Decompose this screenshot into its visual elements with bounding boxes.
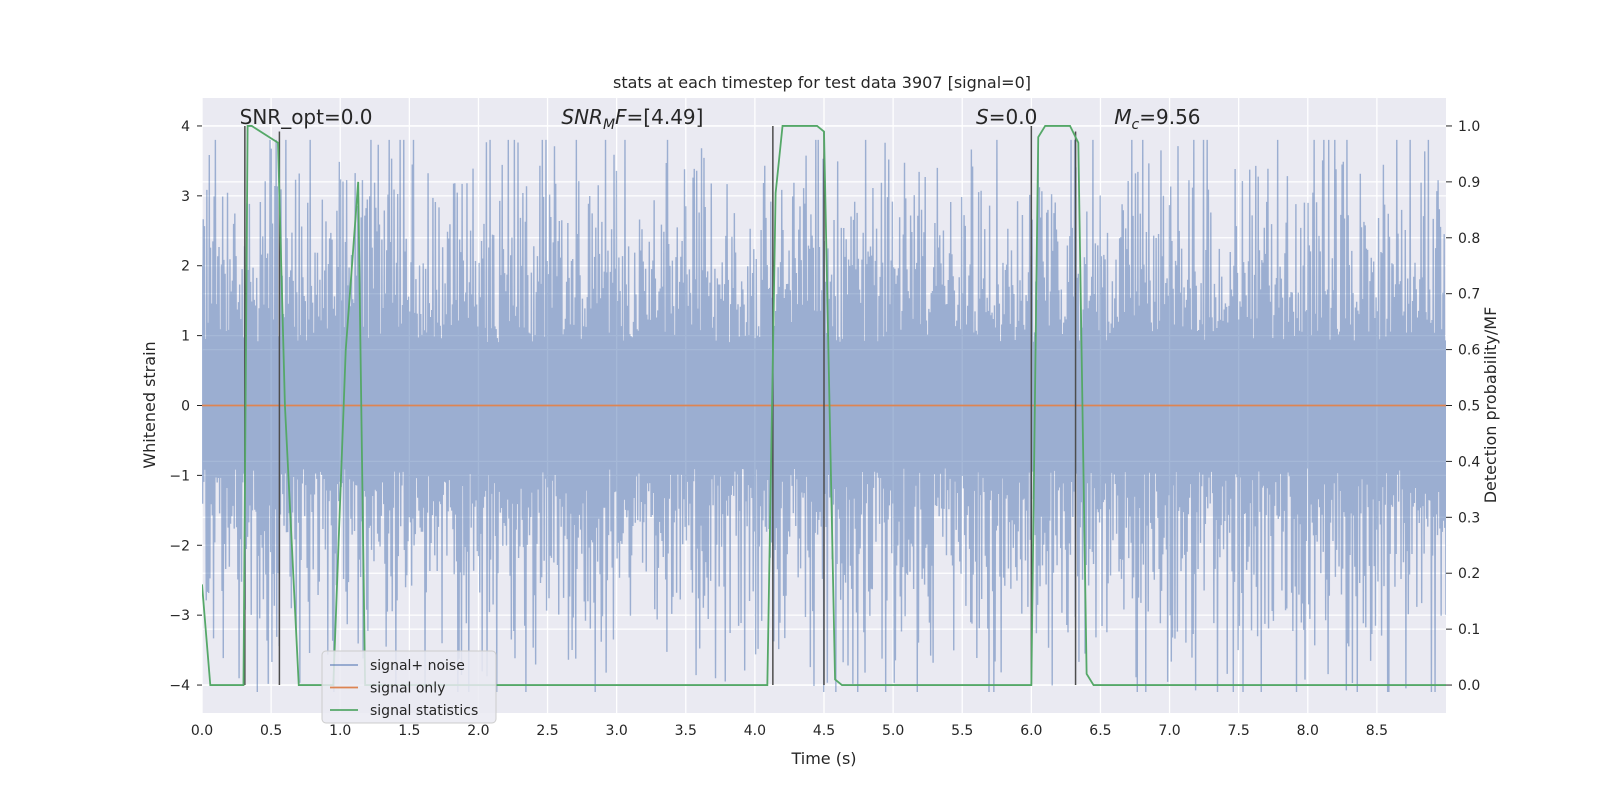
x-tick-label: 5.0: [882, 723, 904, 739]
x-tick-label: 8.5: [1366, 723, 1388, 739]
annotation-tail-italic: F: [615, 105, 627, 129]
y-axis-label: Whitened strain: [140, 341, 159, 468]
y-tick-label: −1: [169, 468, 190, 484]
y-right-tick-label: 0.4: [1458, 454, 1480, 470]
y-tick-label: 2: [181, 259, 190, 275]
annotation-tail: =9.56: [1139, 105, 1200, 129]
y-right-tick-label: 0.7: [1458, 287, 1480, 303]
y-right-tick-label: 1.0: [1458, 119, 1480, 135]
y-right-tick-label: 0.8: [1458, 231, 1480, 247]
x-tick-label: 3.0: [606, 723, 628, 739]
x-tick-label: 6.5: [1089, 723, 1111, 739]
x-tick-label: 2.5: [536, 723, 558, 739]
y-right-tick-label: 0.6: [1458, 343, 1480, 359]
annotation-subscript: c: [1132, 117, 1140, 133]
plot-series: [202, 125, 1446, 693]
x-tick-label: 8.0: [1297, 723, 1319, 739]
legend-label: signal+ noise: [370, 658, 465, 674]
y-tick-label: 1: [181, 329, 190, 345]
annotation-main: SNR: [561, 105, 603, 129]
x-tick-label: 1.0: [329, 723, 351, 739]
series-signal-statistics: [202, 125, 1446, 686]
x-tick-label: 2.0: [467, 723, 489, 739]
legend-label: signal only: [370, 681, 445, 697]
x-tick-label: 0.0: [191, 723, 213, 739]
annotation-tail-rest: =[4.49]: [627, 105, 704, 129]
x-tick-label: 6.0: [1020, 723, 1042, 739]
x-tick-label: 3.5: [675, 723, 697, 739]
x-tick-label: 0.5: [260, 723, 282, 739]
annotation-s-stat: S=0.0: [976, 105, 1037, 129]
y-tick-label: −4: [169, 678, 190, 694]
y-right-tick-label: 0.0: [1458, 678, 1480, 694]
annotation-main: S: [976, 105, 989, 129]
y-right-tick-label: 0.3: [1458, 510, 1480, 526]
x-tick-label: 1.5: [398, 723, 420, 739]
y-tick-label: 0: [181, 399, 190, 415]
annotation-main: SNR_opt=0.0: [240, 105, 373, 129]
y-right-tick-label: 0.5: [1458, 399, 1480, 415]
y-tick-label: 4: [181, 119, 190, 135]
annotation-snr-opt: SNR_opt=0.0: [240, 105, 373, 129]
annotation-subscript: M: [603, 117, 615, 133]
annotation-tail: F=[4.49]: [615, 105, 703, 129]
y-tick-label: −2: [169, 538, 190, 554]
y-right-tick-label: 0.2: [1458, 566, 1480, 582]
y-tick-label: 3: [181, 189, 190, 205]
annotation-mc: Mc=9.56: [1114, 105, 1200, 133]
x-axis-label: Time (s): [790, 749, 856, 768]
y-right-tick-label: 0.1: [1458, 622, 1480, 638]
annotation-main: M: [1114, 105, 1131, 129]
x-tick-label: 5.5: [951, 723, 973, 739]
x-tick-label: 4.5: [813, 723, 835, 739]
y-axis-right-label: Detection probability/MF: [1481, 307, 1500, 504]
y-tick-label: −3: [169, 608, 190, 624]
legend-label: signal statistics: [370, 703, 478, 719]
y-right-tick-label: 0.9: [1458, 175, 1480, 191]
x-tick-label: 7.5: [1228, 723, 1250, 739]
annotation-snr-mf: SNRMF=[4.49]: [561, 105, 703, 133]
chart-title: stats at each timestep for test data 390…: [613, 73, 1031, 92]
annotation-tail: =0.0: [989, 105, 1038, 129]
x-tick-label: 7.0: [1158, 723, 1180, 739]
x-tick-label: 4.0: [744, 723, 766, 739]
legend: signal+ noise signal only signal statistic…: [321, 650, 497, 724]
legend-box: [321, 650, 497, 724]
